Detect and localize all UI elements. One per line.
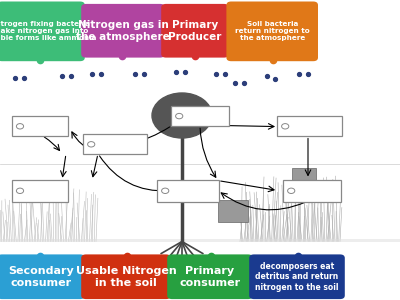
FancyBboxPatch shape bbox=[283, 180, 341, 202]
FancyBboxPatch shape bbox=[249, 254, 345, 299]
FancyBboxPatch shape bbox=[12, 116, 68, 136]
FancyBboxPatch shape bbox=[12, 180, 68, 202]
Bar bbox=[218, 200, 248, 222]
FancyBboxPatch shape bbox=[277, 116, 342, 136]
FancyBboxPatch shape bbox=[0, 2, 85, 61]
Text: Soil bacteria
return nitrogen to
the atmosphere: Soil bacteria return nitrogen to the atm… bbox=[235, 21, 310, 41]
FancyBboxPatch shape bbox=[83, 134, 147, 154]
FancyBboxPatch shape bbox=[226, 2, 318, 61]
Circle shape bbox=[152, 93, 212, 138]
FancyBboxPatch shape bbox=[161, 4, 229, 58]
Text: decomposers eat
detritus and return
nitrogen to the soil: decomposers eat detritus and return nitr… bbox=[255, 262, 339, 292]
FancyBboxPatch shape bbox=[167, 254, 253, 299]
Text: Nitrogen fixing bacteria
make nitrogen gas into
usable forms like ammonia: Nitrogen fixing bacteria make nitrogen g… bbox=[0, 21, 96, 41]
Text: Primary
Producer: Primary Producer bbox=[168, 20, 222, 41]
FancyBboxPatch shape bbox=[81, 4, 165, 58]
Text: Usable Nitrogen
in the soil: Usable Nitrogen in the soil bbox=[76, 266, 176, 287]
FancyBboxPatch shape bbox=[157, 180, 219, 202]
FancyBboxPatch shape bbox=[171, 106, 229, 126]
Text: Primary
consumer: Primary consumer bbox=[180, 266, 240, 287]
Bar bbox=[0, 239, 400, 242]
Bar bbox=[292, 168, 316, 184]
Text: Nitrogen gas in
the atmosphere: Nitrogen gas in the atmosphere bbox=[76, 20, 170, 41]
Text: Secondary
consumer: Secondary consumer bbox=[8, 266, 74, 287]
FancyBboxPatch shape bbox=[0, 254, 85, 299]
FancyBboxPatch shape bbox=[81, 254, 171, 299]
